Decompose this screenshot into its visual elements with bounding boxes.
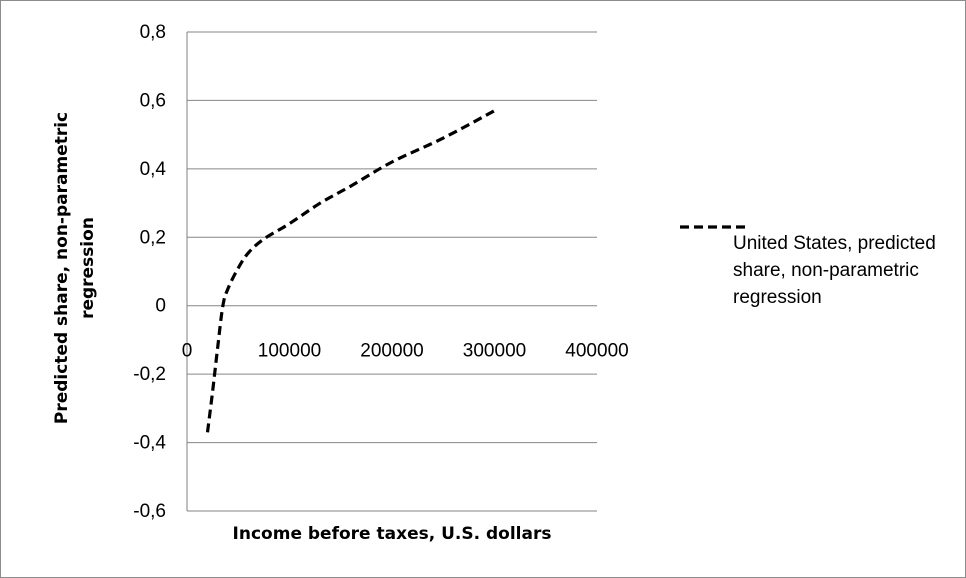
gridlines: [187, 31, 597, 512]
y-tick-label: 0,8: [140, 22, 166, 43]
x-tick-labels: 0 100000 200000 300000 400000: [182, 341, 629, 362]
series-line-united-states: [205, 109, 496, 433]
x-tick-label: 300000: [463, 341, 526, 362]
y-axis-title-line-1: Predicted share, non-parametric: [52, 112, 72, 424]
x-tick-label: 100000: [258, 341, 321, 362]
x-tick-label: 0: [182, 341, 193, 362]
y-tick-label: -0,2: [133, 364, 166, 385]
y-tick-label: -0,6: [133, 501, 166, 522]
legend-label: United States, predicted share, non-para…: [733, 233, 936, 308]
y-tick-labels: 0,8 0,6 0,4 0,2 0 -0,2 -0,4 -0,6: [133, 22, 166, 522]
x-tick-label: 400000: [565, 341, 628, 362]
x-tick-label: 200000: [360, 341, 423, 362]
x-axis-title: Income before taxes, U.S. dollars: [233, 524, 552, 544]
y-tick-label: 0,4: [140, 159, 167, 180]
y-tick-label: 0,2: [140, 227, 166, 248]
y-tick-label: 0,6: [140, 90, 166, 111]
y-tick-label: 0: [155, 296, 166, 317]
y-tick-label: -0,4: [133, 433, 166, 454]
y-axis-title-line-2: regression: [78, 217, 98, 319]
